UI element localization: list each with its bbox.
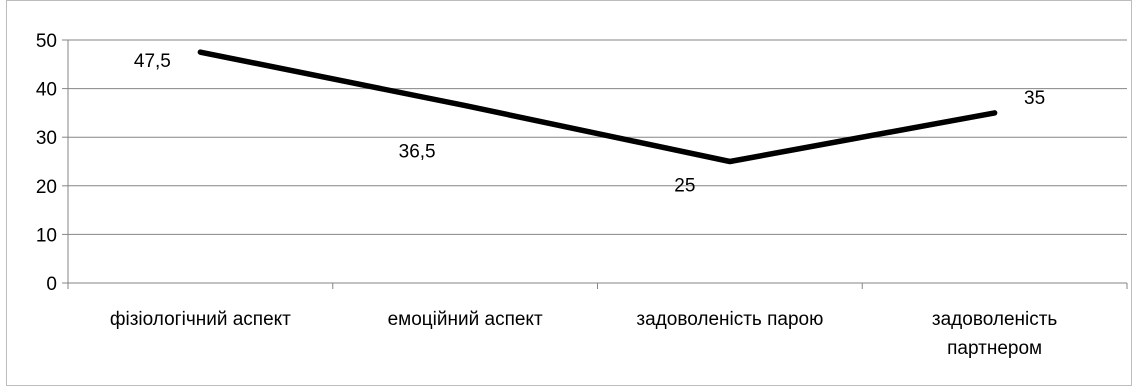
x-category-label: фізіологічний аспект xyxy=(110,309,291,330)
y-tick-label: 0 xyxy=(46,274,57,295)
x-category-label: задоволеність парою xyxy=(636,309,823,330)
x-category-label: партнером xyxy=(947,338,1042,359)
series-line-path xyxy=(200,52,994,161)
data-label: 35 xyxy=(1024,88,1045,109)
y-tick-label: 40 xyxy=(36,80,57,101)
series-line xyxy=(200,52,994,161)
x-axis-ticks xyxy=(68,283,1127,289)
y-tick-label: 10 xyxy=(36,225,57,246)
y-axis-ticks: 0 10 20 30 40 50 xyxy=(36,31,68,295)
data-label: 25 xyxy=(674,176,695,197)
x-category-label: задоволеність xyxy=(932,309,1058,330)
y-tick-label: 30 xyxy=(36,128,57,149)
data-label: 36,5 xyxy=(399,142,436,163)
axes xyxy=(68,40,1127,283)
x-category-label: емоційний аспект xyxy=(388,309,543,330)
data-labels: 47,5 36,5 25 35 xyxy=(134,51,1045,196)
y-tick-label: 20 xyxy=(36,177,57,198)
category-labels: фізіологічний аспект емоційний аспект задо… xyxy=(110,309,1058,359)
y-tick-label: 50 xyxy=(36,31,57,52)
gridlines xyxy=(68,40,1127,234)
data-label: 47,5 xyxy=(134,51,171,72)
